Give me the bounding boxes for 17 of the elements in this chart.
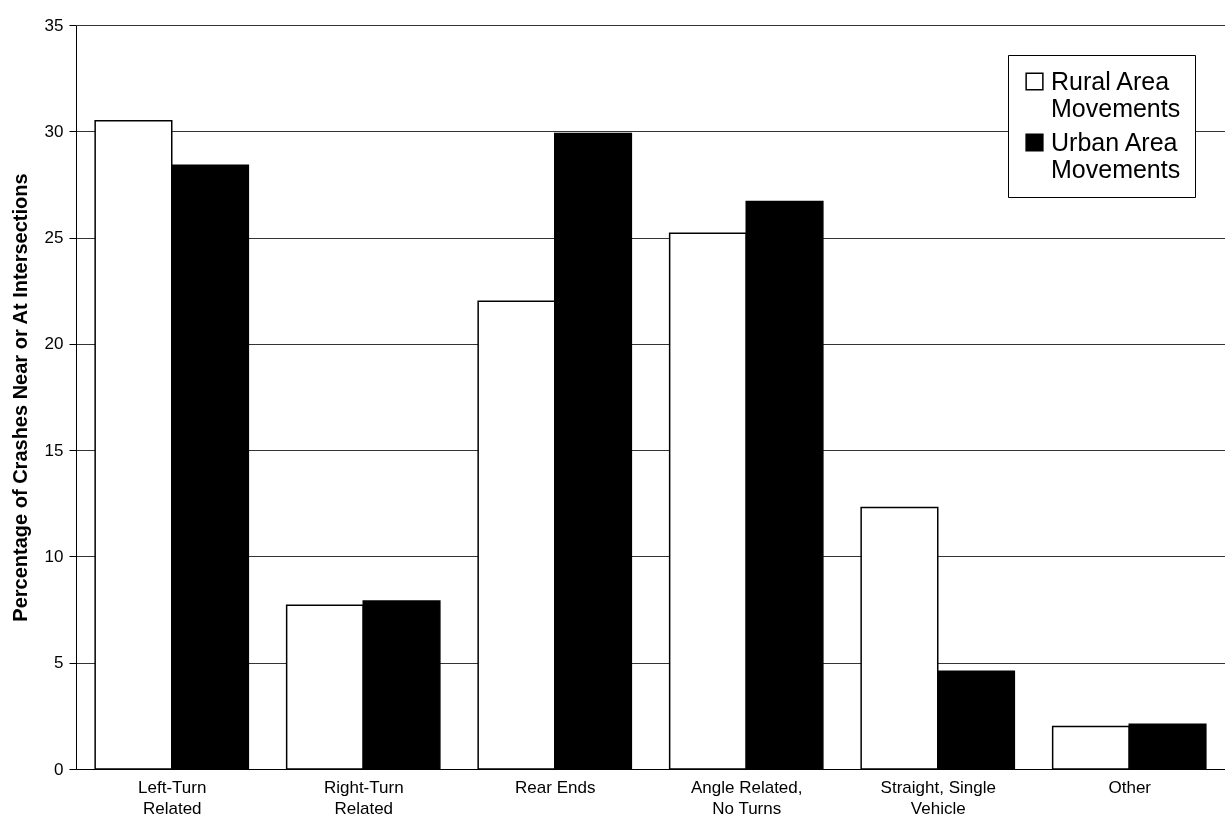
y-tick-label: 35 — [44, 15, 64, 35]
y-tick-label: 0 — [54, 759, 64, 779]
x-tick-label: Angle Related, No Turns — [690, 777, 803, 818]
y-tick-label: 25 — [44, 228, 64, 248]
y-tick-label: 20 — [44, 334, 64, 354]
x-tick-label: Right-Turn Related — [323, 777, 404, 818]
x-tick-label: Left-Turn Related — [138, 777, 207, 818]
y-tick-label: 15 — [44, 440, 64, 460]
y-tick-label: 5 — [54, 653, 64, 673]
x-tick-label: Rear Ends — [515, 777, 596, 797]
x-tick-label: Straight, Single Vehicle — [880, 777, 996, 818]
y-axis-title: Percentage of Crashes Near or At Intersections — [8, 173, 31, 622]
y-tick-label: 10 — [44, 546, 64, 566]
legend-label: Urban Area Movements — [1051, 127, 1181, 183]
x-tick-label: Other — [1108, 777, 1152, 797]
y-tick-label: 30 — [44, 121, 64, 141]
legend-label: Rural Area Movements — [1051, 66, 1181, 122]
